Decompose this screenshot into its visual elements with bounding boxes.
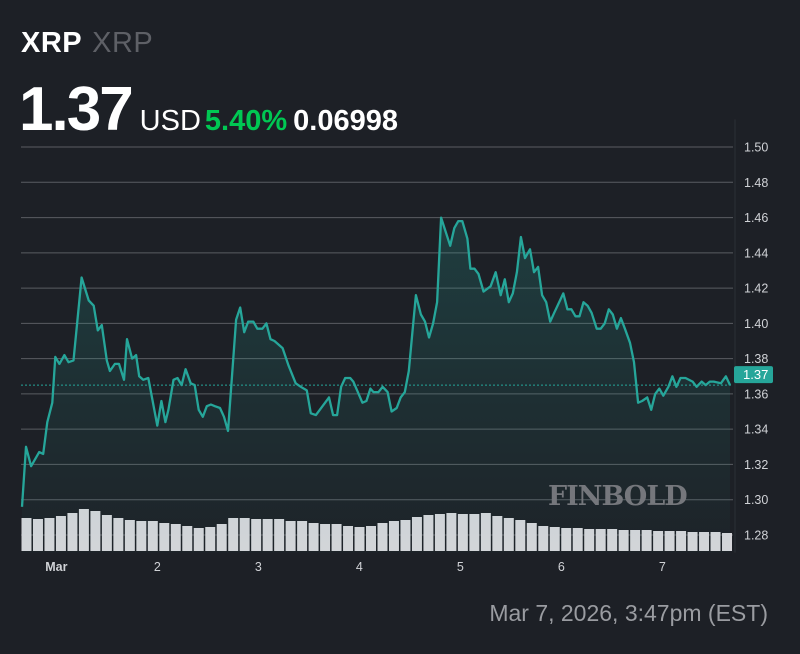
asset-symbol: XRP — [21, 27, 83, 59]
y-tick-label: 1.44 — [744, 246, 768, 260]
asset-name: XRP — [92, 27, 154, 59]
y-tick-label: 1.32 — [744, 458, 768, 472]
y-tick-label: 1.30 — [744, 493, 768, 507]
y-tick-label: 1.46 — [744, 211, 768, 225]
x-tick-label: 3 — [255, 560, 262, 574]
x-axis: Mar 2 3 4 5 6 7 — [45, 560, 666, 574]
price-area-fill — [22, 217, 730, 553]
x-tick-label: 4 — [356, 560, 363, 574]
currency: USD — [139, 105, 201, 137]
current-price-badge: 1.37 — [734, 366, 773, 384]
y-tick-label: 1.40 — [744, 317, 768, 331]
price-line — [20, 216, 732, 507]
x-tick-label: 5 — [457, 560, 464, 574]
timestamp: Mar 7, 2026, 3:47pm (EST) — [489, 600, 768, 626]
x-tick-label: 6 — [558, 560, 565, 574]
y-tick-label: 1.42 — [744, 282, 768, 296]
x-tick-label: 7 — [659, 560, 666, 574]
current-price-label: 1.37 — [743, 367, 768, 382]
y-axis: 1.28 1.30 1.32 1.34 1.36 1.38 1.40 1.42 1.44 1.46… — [734, 119, 768, 553]
y-tick-label: 1.50 — [744, 141, 768, 155]
y-tick-label: 1.34 — [744, 423, 768, 437]
y-tick-label: 1.38 — [744, 352, 768, 366]
change-percent: 5.40% — [204, 105, 288, 137]
y-tick-label: 1.28 — [744, 528, 768, 542]
asset-title: XRP XRP — [21, 27, 153, 60]
price-row: 1.37 USD 5.40% 0.06998 — [19, 74, 398, 145]
current-price: 1.37 — [19, 75, 134, 144]
change-absolute: 0.06998 — [293, 105, 398, 137]
y-tick-label: 1.36 — [744, 387, 768, 401]
y-tick-label: 1.48 — [744, 176, 768, 190]
x-tick-label: Mar — [45, 560, 67, 574]
x-tick-label: 2 — [154, 560, 161, 574]
finbold-watermark: FINBOLD — [548, 481, 687, 512]
